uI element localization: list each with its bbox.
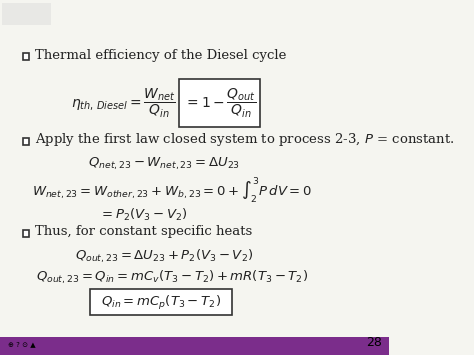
FancyBboxPatch shape <box>91 289 232 315</box>
Text: $= P_2\left(V_3 - V_2\right)$: $= P_2\left(V_3 - V_2\right)$ <box>100 207 188 223</box>
Text: Apply the first law closed system to process 2-3, $P$ = constant.: Apply the first law closed system to pro… <box>35 131 454 148</box>
Bar <box>23 230 29 237</box>
FancyBboxPatch shape <box>179 79 260 127</box>
Text: Thus, for constant specific heats: Thus, for constant specific heats <box>35 225 252 239</box>
Text: $Q_{in} = mC_p(T_3 - T_2)$: $Q_{in} = mC_p(T_3 - T_2)$ <box>101 294 221 312</box>
Bar <box>23 53 29 60</box>
Text: 28: 28 <box>366 336 382 349</box>
Text: Thermal efficiency of the Diesel cycle: Thermal efficiency of the Diesel cycle <box>35 49 286 61</box>
Bar <box>23 138 29 145</box>
Text: $W_{net,23} = W_{other,23} + W_{b,23} = 0 + \int_{2}^{3} P\,dV = 0$: $W_{net,23} = W_{other,23} + W_{b,23} = … <box>32 175 312 205</box>
Text: ⊕ ? ⊙ ▲: ⊕ ? ⊙ ▲ <box>8 341 36 347</box>
FancyBboxPatch shape <box>0 337 389 355</box>
Text: $Q_{net,23} - W_{net,23} = \Delta U_{23}$: $Q_{net,23} - W_{net,23} = \Delta U_{23}… <box>88 156 240 172</box>
Text: $\eta_{th,\, Diesel} = \dfrac{W_{net}}{Q_{in}}$: $\eta_{th,\, Diesel} = \dfrac{W_{net}}{Q… <box>71 86 175 120</box>
Text: $= 1 - \dfrac{Q_{out}}{Q_{in}}$: $= 1 - \dfrac{Q_{out}}{Q_{in}}$ <box>184 86 256 120</box>
Text: $Q_{out,23} = Q_{in} = mC_v(T_3 - T_2) + mR(T_3 - T_2)$: $Q_{out,23} = Q_{in} = mC_v(T_3 - T_2) +… <box>36 268 309 286</box>
FancyBboxPatch shape <box>1 3 51 25</box>
Text: $Q_{out,23} = \Delta U_{23} + P_2(V_3 - V_2)$: $Q_{out,23} = \Delta U_{23} + P_2(V_3 - … <box>75 247 254 265</box>
